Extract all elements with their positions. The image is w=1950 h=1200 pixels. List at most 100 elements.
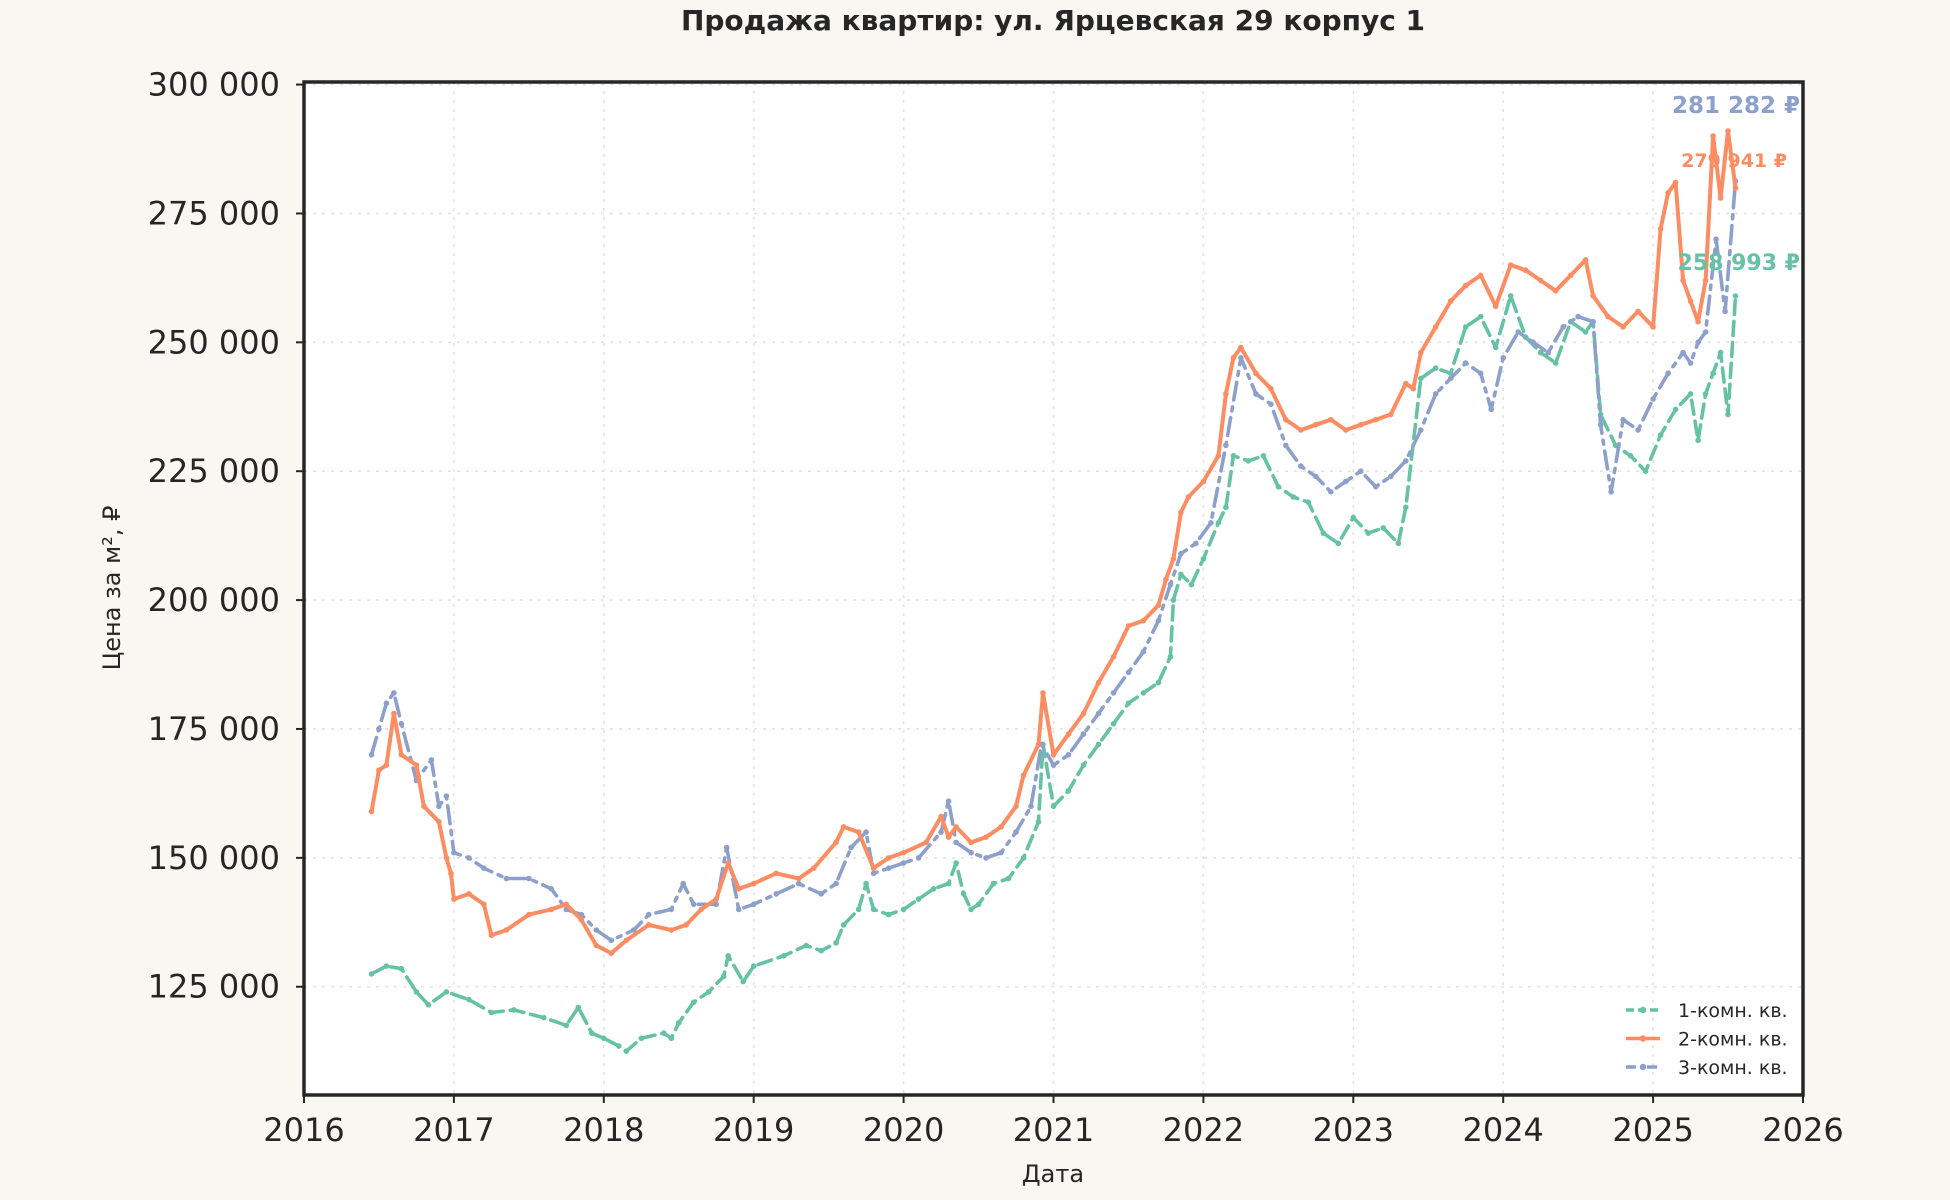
series-point xyxy=(623,1048,630,1054)
series-point xyxy=(1462,324,1469,330)
series-point xyxy=(1298,427,1304,433)
series-point xyxy=(413,989,420,995)
end-labels: 258 993 ₽ 279 941 ₽ 281 282 ₽ xyxy=(1672,93,1800,276)
series-point xyxy=(1702,391,1709,397)
legend-label: 3-комн. кв. xyxy=(1678,1057,1788,1079)
series-point xyxy=(638,1035,645,1042)
series-point xyxy=(1080,731,1087,737)
series-point xyxy=(1725,128,1731,134)
series-point xyxy=(589,1030,595,1036)
series-point xyxy=(953,824,959,830)
series-point xyxy=(1410,385,1417,392)
series-point xyxy=(1702,277,1709,284)
x-tick-label: 2022 xyxy=(1163,1111,1244,1149)
series-point xyxy=(1418,375,1424,382)
series-point xyxy=(1672,406,1679,413)
series-point xyxy=(1095,710,1102,717)
series-point xyxy=(848,844,854,851)
series-point xyxy=(725,860,731,866)
series-point xyxy=(503,875,510,882)
series-point xyxy=(1365,530,1372,536)
series-point xyxy=(720,973,727,980)
series-point xyxy=(398,752,405,758)
series-point xyxy=(1275,483,1282,490)
series-point xyxy=(1343,427,1349,433)
series-point xyxy=(676,1020,682,1026)
series-point xyxy=(1283,442,1289,449)
series-point xyxy=(1290,494,1297,500)
series-point xyxy=(1620,416,1626,423)
series-point xyxy=(376,726,382,732)
series-point xyxy=(1110,690,1117,696)
series-point xyxy=(503,927,510,933)
series-point xyxy=(1167,581,1174,588)
series-end-label: 281 282 ₽ xyxy=(1672,93,1800,119)
series-point xyxy=(1065,752,1072,758)
series-point xyxy=(780,953,787,959)
y-tick-label: 175 000 xyxy=(148,710,280,748)
series-point xyxy=(1020,855,1027,861)
series-point xyxy=(795,875,802,882)
series-point xyxy=(1095,741,1102,748)
series-point xyxy=(383,700,390,706)
series-3 xyxy=(368,178,1739,944)
series-point xyxy=(1335,540,1342,547)
series-point xyxy=(1028,803,1034,810)
series-point xyxy=(1350,514,1357,521)
series-point xyxy=(1447,375,1454,382)
series-point xyxy=(773,870,779,877)
series-point xyxy=(541,1014,547,1021)
series-point xyxy=(668,906,675,913)
series-point xyxy=(840,922,847,928)
legend-label: 2-комн. кв. xyxy=(1678,1029,1788,1051)
series-point xyxy=(750,880,757,887)
series-point xyxy=(953,839,959,846)
series-point xyxy=(773,891,779,897)
series-point xyxy=(1687,360,1694,366)
series-point xyxy=(1170,556,1177,562)
series-point xyxy=(945,798,952,804)
series-point xyxy=(623,937,630,944)
series-point xyxy=(1657,432,1664,438)
series-point xyxy=(1575,313,1581,320)
series-point xyxy=(391,690,397,696)
series-point xyxy=(1620,324,1626,330)
x-tick-label: 2023 xyxy=(1313,1111,1394,1149)
series-point xyxy=(818,947,824,954)
series-point xyxy=(870,906,877,913)
series-point xyxy=(885,865,892,871)
series-point xyxy=(1328,489,1334,495)
series-point xyxy=(1530,339,1536,346)
series-point xyxy=(723,844,730,851)
series-1 xyxy=(368,293,1739,1054)
series-point xyxy=(398,721,405,727)
series-point xyxy=(983,855,989,861)
series-point xyxy=(1477,272,1484,279)
series-point xyxy=(938,813,944,820)
series-point xyxy=(1223,442,1229,449)
series-point xyxy=(1140,617,1147,624)
series-point xyxy=(1200,556,1207,562)
y-axis-ticks: 125 000 150 000 175 000 200 000 225 000 250 0… xyxy=(148,66,304,1006)
chart-title: Продажа квартир: ул. Ярцевская 29 корпус… xyxy=(681,4,1425,37)
series-point xyxy=(1590,318,1596,325)
series-point xyxy=(1065,788,1072,794)
x-axis-label: Дата xyxy=(1022,1160,1084,1188)
y-tick-label: 200 000 xyxy=(148,581,280,619)
y-tick-label: 250 000 xyxy=(148,323,280,361)
series-point xyxy=(1283,416,1289,423)
series-point xyxy=(1635,308,1641,315)
series-point xyxy=(1695,318,1701,325)
series-point xyxy=(1253,391,1259,397)
series-point xyxy=(1500,355,1506,361)
series-point xyxy=(1515,329,1521,335)
series-point xyxy=(855,829,862,835)
series-point xyxy=(1447,298,1454,304)
series-point xyxy=(368,752,375,758)
series-point xyxy=(608,950,615,956)
series-point xyxy=(1188,581,1195,588)
series-point xyxy=(1642,468,1649,475)
series-point xyxy=(466,891,472,897)
series-point xyxy=(795,880,802,887)
series-point xyxy=(563,1022,570,1029)
